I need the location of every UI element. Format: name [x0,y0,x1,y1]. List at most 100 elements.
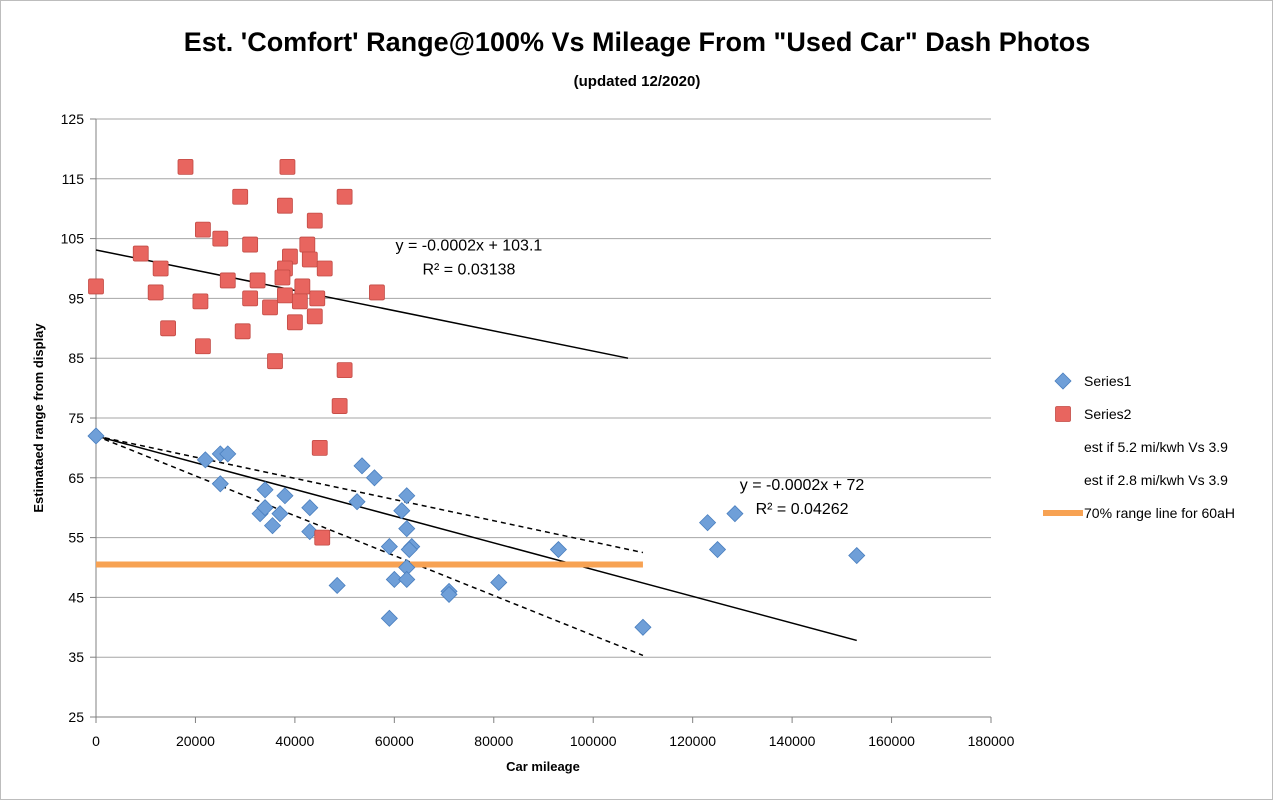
series2-point [249,272,266,289]
series1-point [271,505,289,523]
series2-point [291,293,308,310]
series1-point [549,540,567,559]
series2-point [219,272,236,289]
series2-point [311,439,328,456]
series1-point [301,523,319,541]
series2-point [212,230,229,247]
trendline-r-squared: R² = 0.04262 [756,501,849,518]
legend: Series1 Series2 est if 5.2 mi/kwh Vs 3.9 es… [1043,372,1235,521]
series2-point [232,188,249,205]
series2-point [242,236,259,253]
trendline-equation: y = -0.0002x + 72 [740,477,865,494]
series1-point [196,451,214,469]
series1-point [400,540,418,559]
series2-point [262,299,278,316]
y-tick-label: 65 [68,470,84,486]
series2-point [301,251,318,268]
series2-point [195,221,211,238]
series2-point [306,212,323,229]
series1-point [380,538,398,556]
series2-point [152,260,169,277]
series1-point [219,445,237,463]
series2-point [234,323,251,340]
legend-marker-series1 [1054,372,1072,390]
series2-point [277,197,293,214]
series2-point [309,290,326,307]
chart-title: Est. 'Comfort' Range@100% Vs Mileage Fro… [184,27,1090,57]
x-tick-label: 20000 [176,733,215,749]
series1-point [393,502,411,520]
legend-marker-series2 [1055,406,1071,422]
x-axis-title: Car mileage [506,759,580,774]
series1-point [848,546,866,565]
x-tick-label: 100000 [570,733,617,749]
series1-point [440,585,458,603]
series1-point [328,576,346,595]
x-tick-label: 160000 [868,733,915,749]
x-tick-label: 180000 [968,733,1015,749]
series2-point [88,278,104,295]
y-axis-ticks: 25 35 45 55 65 75 85 95 105 115 125 [61,111,96,725]
series2-point [177,158,194,175]
series2-point [336,362,353,379]
series2-point [306,308,323,325]
series2-point [369,284,385,301]
series2-point [274,269,291,286]
x-tick-label: 60000 [375,733,414,749]
trendline-series2 [95,249,629,359]
series1-point [398,570,416,589]
trendline-r-squared: R² = 0.03138 [422,262,515,279]
series2-point [242,290,259,307]
x-tick-label: 40000 [275,733,314,749]
legend-label: 70% range line for 60aH [1084,505,1235,521]
x-axis-ticks: 0 20000 40000 60000 80000 100000 120000 140000 1… [92,717,1015,749]
series2-point [277,287,293,304]
series2-point [331,398,348,414]
y-tick-label: 115 [62,171,85,187]
trendlines [95,249,857,657]
y-tick-label: 105 [61,231,85,247]
trendline-series1 [95,435,857,642]
series2-point [160,320,176,337]
series2-point [192,293,209,310]
legend-label: Series1 [1084,373,1132,389]
series2-point [147,284,164,301]
series1-point [263,517,282,535]
y-tick-label: 55 [68,530,84,546]
dashed-estimate-line [95,435,644,554]
series1-point [699,514,717,532]
legend-label: est if 2.8 mi/kwh Vs 3.9 [1084,472,1228,488]
y-axis-title: Estimataed range from display [31,323,46,513]
series1-point [256,499,274,517]
series2-point [316,260,333,277]
y-tick-label: 25 [68,709,84,725]
trendline-equation: y = -0.0002x + 103.1 [396,238,543,255]
x-tick-label: 0 [92,733,100,749]
y-tick-label: 35 [68,649,84,665]
chart-subtitle: (updated 12/2020) [574,73,701,90]
gridlines [96,118,991,658]
x-tick-label: 140000 [769,733,816,749]
series2-point [279,158,296,175]
series2-point [132,245,149,262]
series1-point [353,457,371,475]
series2-point [336,188,353,205]
series1-point [634,618,652,636]
x-tick-label: 120000 [669,733,716,749]
series1-point [398,487,416,505]
series1-point [348,493,366,511]
series1-point [385,570,403,589]
data-points [87,158,866,636]
series1-point [276,487,294,505]
series1-point [365,469,384,487]
series2-point [294,278,311,295]
series1-point [301,499,319,517]
series2-point [314,529,331,546]
legend-label: est if 5.2 mi/kwh Vs 3.9 [1084,439,1228,455]
series2-point [286,314,303,331]
y-tick-label: 125 [61,111,85,127]
series1-point [398,520,416,538]
series1-point [211,475,229,493]
